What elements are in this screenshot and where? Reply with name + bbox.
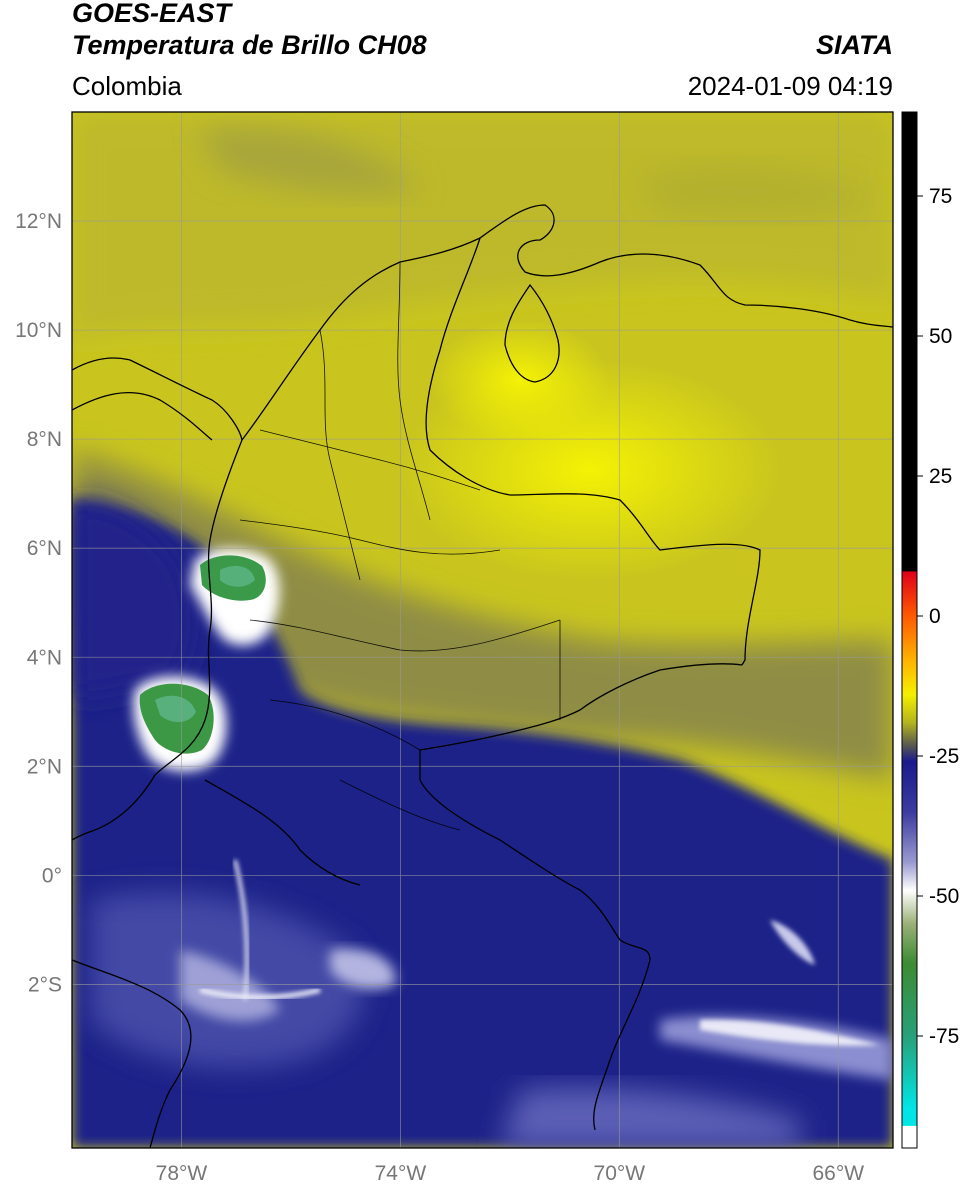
colorbar-tick-label: 75: [929, 185, 952, 208]
ecuador-north-border: [204, 779, 361, 886]
title-product: Temperatura de Brillo CH08: [72, 30, 427, 60]
colorbar-tick-label: 25: [929, 465, 952, 488]
lon-tick-label: 78°W: [156, 1162, 208, 1185]
lat-tick-label: 8°N: [27, 428, 62, 451]
caribbean-coastline: [72, 204, 893, 442]
peru-brazil-border: [593, 959, 651, 1131]
lat-tick-label: 2°S: [28, 973, 62, 996]
region-label: Colombia: [72, 71, 182, 101]
lat-tick-label: 10°N: [15, 319, 62, 342]
title-satellite: GOES-EAST: [72, 0, 232, 28]
colorbar-gradient: [902, 112, 917, 1148]
longitude-ticks: 78°W 74°W 70°W 66°W: [156, 1162, 865, 1185]
datetime-label: 2024-01-09 04:19: [687, 71, 893, 101]
lake-maracaibo: [504, 283, 560, 383]
lon-tick-label: 74°W: [375, 1162, 427, 1185]
lat-tick-label: 0°: [42, 864, 62, 887]
colorbar-tick-label: -50: [929, 885, 959, 908]
lat-tick-label: 2°N: [27, 755, 62, 778]
organization-label: SIATA: [816, 30, 893, 60]
lat-tick-label: 12°N: [15, 210, 62, 233]
panama-coastline: [72, 392, 213, 441]
colorbar-tick-label: 50: [929, 325, 952, 348]
map-gridlines: [72, 112, 893, 1148]
colombia-venezuela-border: [425, 237, 761, 666]
lon-tick-label: 66°W: [812, 1162, 864, 1185]
colorbar-tick-label: -25: [929, 745, 959, 768]
lat-tick-label: 6°N: [27, 537, 62, 560]
colorbar-tick-label: 0: [929, 605, 941, 628]
convective-cell-south: [133, 676, 227, 772]
colorbar-frame: [901, 111, 918, 1149]
lon-tick-label: 70°W: [594, 1162, 646, 1185]
map-frame: [71, 111, 894, 1149]
colorbar-ticks: 75 50 25 0 -25 -50 -75: [917, 185, 959, 1048]
latitude-ticks: 12°N 10°N 8°N 6°N 4°N 2°N 0° 2°S: [15, 210, 62, 996]
map-field: [72, 112, 893, 1148]
colorbar-tick-label: -75: [929, 1025, 959, 1048]
ecuador-peru-border: [72, 959, 192, 1148]
lat-tick-label: 4°N: [27, 646, 62, 669]
department-boundaries: [239, 261, 561, 831]
pacific-coastline: [72, 439, 243, 841]
